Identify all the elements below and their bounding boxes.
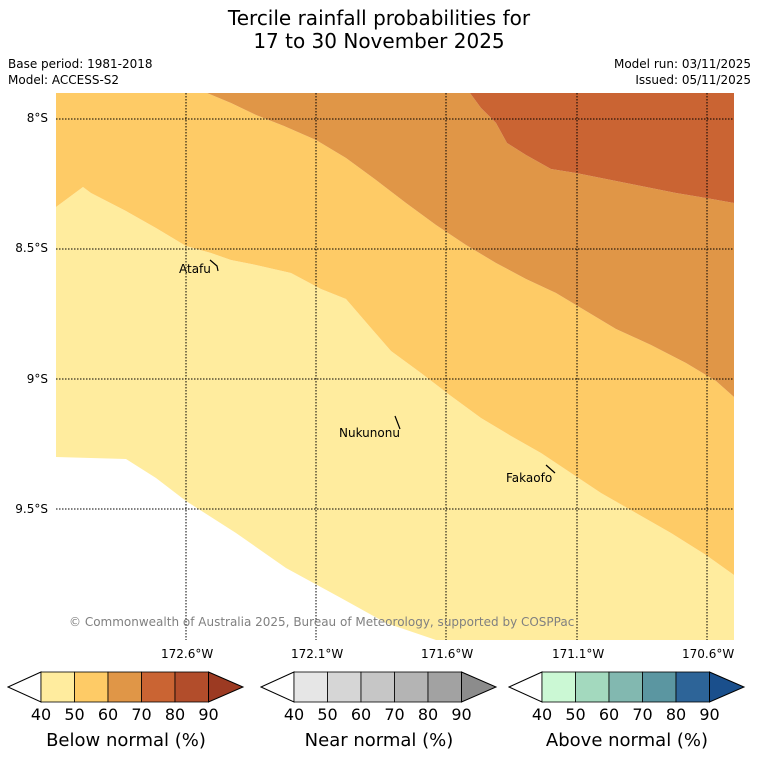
colorbar-below-seg-1: [74, 671, 109, 703]
zone-below-50-60: [56, 93, 734, 575]
base-period: Base period: 1981-2018: [8, 57, 153, 71]
atolls: [209, 259, 556, 474]
colorbar-above-under: [508, 671, 543, 703]
colorbar-near-seg-2: [360, 671, 395, 703]
cb-above-tick-40: 40: [531, 705, 553, 724]
colorbar-below-seg-0: [40, 671, 75, 703]
lon-label-171-6: 171.6°W: [421, 647, 474, 661]
colorbar-near-seg-4: [427, 671, 462, 703]
colorbar-above-seg-2: [608, 671, 643, 703]
colorbar-near-under: [260, 671, 295, 703]
cb-below-tick-70: 70: [131, 705, 152, 724]
attribution: © Commonwealth of Australia 2025, Bureau…: [69, 615, 574, 629]
lon-label-172-1: 172.1°W: [291, 647, 344, 661]
colorbar-near-seg-3: [394, 671, 429, 703]
colorbar-above: [508, 671, 746, 703]
cb-near-tick-80: 80: [417, 705, 439, 724]
cb-near-tick-90: 90: [451, 705, 472, 724]
lat-label-9-5: 9.5°S: [15, 502, 48, 516]
cb-above-tick-80: 80: [665, 705, 687, 724]
colorbar-below-over: [208, 671, 245, 703]
atafu-outline: [209, 259, 219, 272]
colorbar-near-seg-0: [293, 671, 328, 703]
title-line-1: Tercile rainfall probabilities for: [227, 6, 531, 30]
lon-label-172-6: 172.6°W: [161, 647, 214, 661]
fakaofo-outline: [545, 464, 556, 474]
colorbar-below-label: Below normal (%): [46, 730, 206, 751]
colorbar-near-label: Near normal (%): [304, 730, 454, 751]
zone-below-40-50: [56, 187, 734, 640]
zone-below-60-70: [207, 93, 734, 397]
place-fakaofo: Fakaofo: [506, 471, 553, 485]
title-line-2: 17 to 30 November 2025: [253, 29, 505, 53]
colorbar-below: [7, 671, 245, 703]
cb-above-tick-90: 90: [699, 705, 720, 724]
cb-below-tick-90: 90: [198, 705, 219, 724]
model-name: Model: ACCESS-S2: [8, 73, 120, 87]
cb-above-tick-70: 70: [632, 705, 653, 724]
colorbar-above-over: [709, 671, 746, 703]
cb-near-tick-60: 60: [350, 705, 372, 724]
colorbar-below-seg-4: [174, 671, 209, 703]
place-nukunonu: Nukunonu: [339, 426, 400, 440]
cb-above-tick-60: 60: [598, 705, 620, 724]
lat-label-8: 8°S: [26, 111, 48, 125]
cb-near-tick-50: 50: [317, 705, 338, 724]
map-panel[interactable]: © Commonwealth of Australia 2025, Bureau…: [56, 93, 734, 640]
cb-near-tick-70: 70: [384, 705, 405, 724]
cb-near-tick-40: 40: [283, 705, 305, 724]
colorbar-below-seg-3: [141, 671, 176, 703]
zone-below-70-80: [470, 93, 734, 203]
lon-label-171-1: 171.1°W: [552, 647, 605, 661]
colorbar-near-seg-1: [327, 671, 362, 703]
cb-above-tick-50: 50: [565, 705, 586, 724]
lat-label-8-5: 8.5°S: [15, 241, 48, 255]
colorbar-above-label: Above normal (%): [545, 730, 709, 751]
colorbar-below-seg-2: [107, 671, 142, 703]
colorbar-above-seg-0: [541, 671, 576, 703]
lat-label-9: 9°S: [26, 372, 48, 386]
colorbar-near: [260, 671, 498, 703]
graticule: [56, 93, 734, 640]
colorbar-above-seg-1: [575, 671, 610, 703]
lon-label-170-6: 170.6°W: [682, 647, 735, 661]
issued-date: Issued: 05/11/2025: [635, 73, 751, 87]
model-run: Model run: 03/11/2025: [613, 57, 751, 71]
colorbar-above-seg-3: [642, 671, 677, 703]
cb-below-tick-40: 40: [30, 705, 52, 724]
map-svg: © Commonwealth of Australia 2025, Bureau…: [56, 93, 734, 640]
colorbar-near-over: [461, 671, 498, 703]
cb-below-tick-80: 80: [164, 705, 186, 724]
colorbar-above-seg-4: [675, 671, 710, 703]
colorbar-below-under: [7, 671, 42, 703]
cb-below-tick-60: 60: [97, 705, 119, 724]
cb-below-tick-50: 50: [64, 705, 85, 724]
place-atafu: Atafu: [179, 262, 211, 276]
nukunonu-outline: [394, 415, 401, 430]
